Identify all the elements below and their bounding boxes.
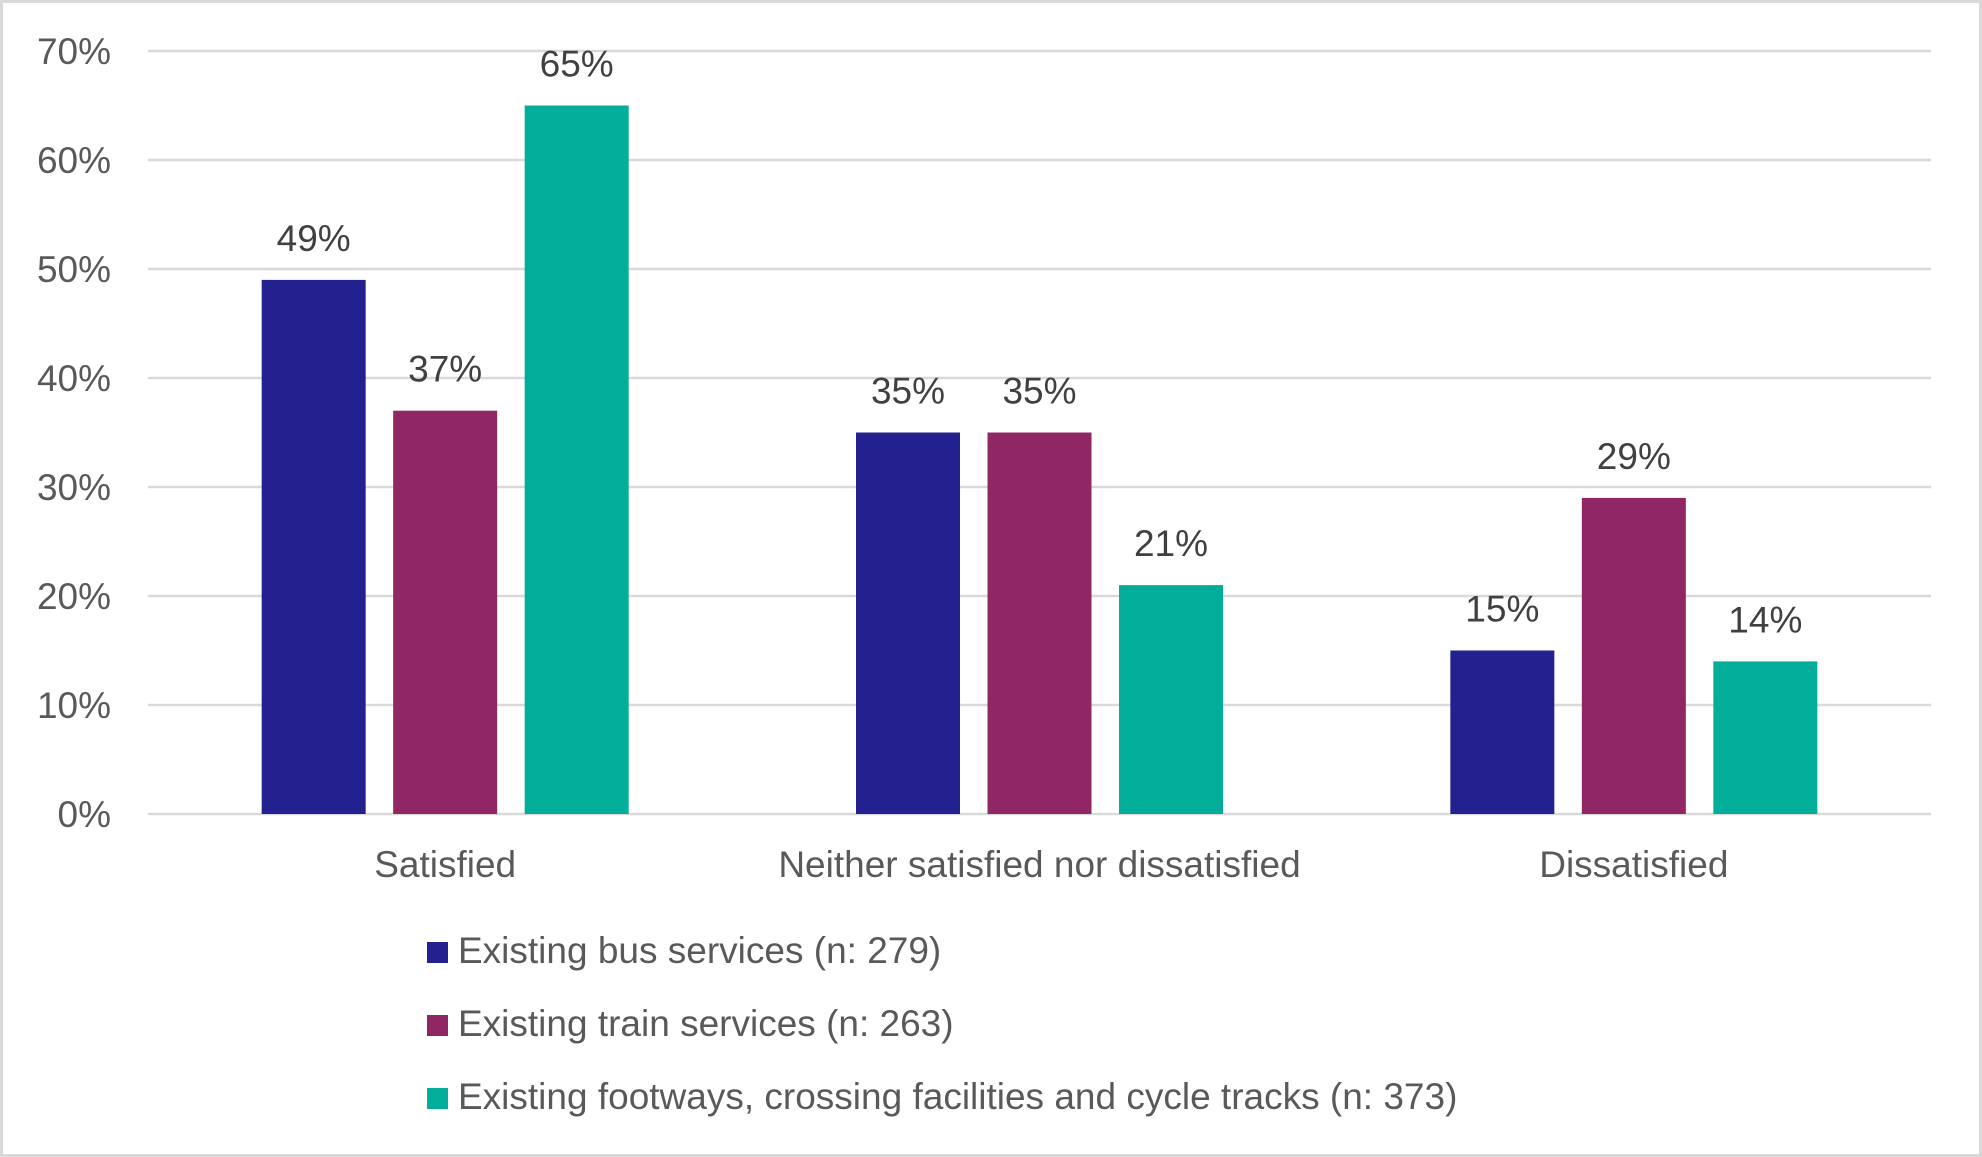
y-axis-tick-labels: 0% 10% 20% 30% 40% 50% 60% 70% — [37, 31, 111, 835]
legend-swatch-icon — [427, 1088, 448, 1109]
legend-swatch-icon — [427, 942, 448, 963]
legend-item: Existing bus services (n: 279) — [427, 930, 941, 971]
bars — [261, 105, 1818, 814]
bar-bus-2 — [1450, 650, 1555, 814]
legend-item: Existing footways, crossing facilities a… — [427, 1076, 1457, 1117]
y-tick-label: 60% — [37, 140, 111, 181]
legend-swatch-icon — [427, 1015, 448, 1036]
data-label: 14% — [1728, 599, 1802, 640]
data-label: 35% — [871, 371, 945, 412]
bar-bus-0 — [261, 279, 366, 814]
legend-label: Existing bus services (n: 279) — [458, 930, 941, 971]
data-labels: 49% 37% 65% 35% 35% 21% 15% 29% 14% — [277, 44, 1803, 641]
y-tick-label: 10% — [37, 685, 111, 726]
category-label: Satisfied — [374, 844, 516, 885]
data-label: 29% — [1597, 436, 1671, 477]
category-label: Dissatisfied — [1539, 844, 1728, 885]
data-label: 15% — [1465, 589, 1539, 630]
data-label: 49% — [277, 218, 351, 259]
y-tick-label: 30% — [37, 467, 111, 508]
data-label: 35% — [1002, 371, 1076, 412]
bar-footways-0 — [524, 105, 629, 814]
legend: Existing bus services (n: 279) Existing t… — [427, 930, 1457, 1117]
data-label: 65% — [540, 44, 614, 85]
data-label: 37% — [408, 349, 482, 390]
category-label: Neither satisfied nor dissatisfied — [778, 844, 1300, 885]
y-tick-label: 70% — [37, 31, 111, 72]
legend-label: Existing footways, crossing facilities a… — [458, 1076, 1457, 1117]
legend-item: Existing train services (n: 263) — [427, 1003, 954, 1044]
y-tick-label: 50% — [37, 249, 111, 290]
bar-train-0 — [393, 410, 498, 814]
bar-footways-1 — [1119, 585, 1223, 814]
y-tick-label: 20% — [37, 576, 111, 617]
legend-label: Existing train services (n: 263) — [458, 1003, 954, 1044]
y-tick-label: 0% — [58, 794, 111, 835]
y-tick-label: 40% — [37, 358, 111, 399]
data-label: 21% — [1134, 523, 1208, 564]
bar-train-2 — [1581, 497, 1686, 814]
x-axis-category-labels: Satisfied Neither satisfied nor dissatisf… — [374, 844, 1728, 885]
bar-footways-2 — [1713, 661, 1818, 814]
bar-bus-1 — [856, 432, 960, 814]
bar-train-1 — [987, 432, 1092, 814]
